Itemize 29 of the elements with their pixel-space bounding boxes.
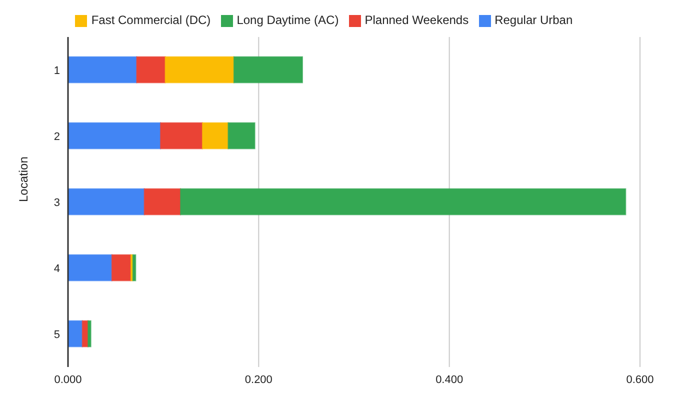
x-tick-label: 0.000 — [54, 374, 82, 386]
legend-label: Long Daytime (AC) — [236, 13, 339, 27]
x-tick-label: 0.400 — [436, 374, 464, 386]
bar — [180, 188, 626, 216]
bar — [233, 56, 304, 84]
bar — [160, 122, 203, 150]
legend-label: Regular Urban — [494, 13, 573, 27]
bar — [228, 122, 256, 150]
x-tick-label: 0.200 — [244, 374, 272, 386]
x-tick-label: 0.600 — [626, 374, 654, 386]
bar — [132, 254, 136, 282]
bar — [136, 56, 166, 84]
y-tick-label: 4 — [54, 262, 60, 275]
bar — [144, 188, 181, 216]
y-tick-label: 2 — [54, 130, 60, 143]
bar — [164, 56, 234, 84]
y-tick-label: 3 — [54, 196, 60, 209]
y-axis-title: Location — [16, 156, 30, 202]
y-tick-label: 1 — [54, 64, 60, 77]
bar — [202, 122, 229, 150]
bar — [68, 254, 112, 282]
bar — [111, 254, 132, 282]
bar — [68, 188, 145, 216]
bar — [68, 122, 161, 150]
y-tick-label: 5 — [54, 328, 60, 341]
bar — [88, 320, 92, 348]
legend-label: Planned Weekends — [364, 13, 469, 27]
bar — [68, 56, 138, 84]
legend-label: Fast Commercial (DC) — [91, 13, 211, 27]
